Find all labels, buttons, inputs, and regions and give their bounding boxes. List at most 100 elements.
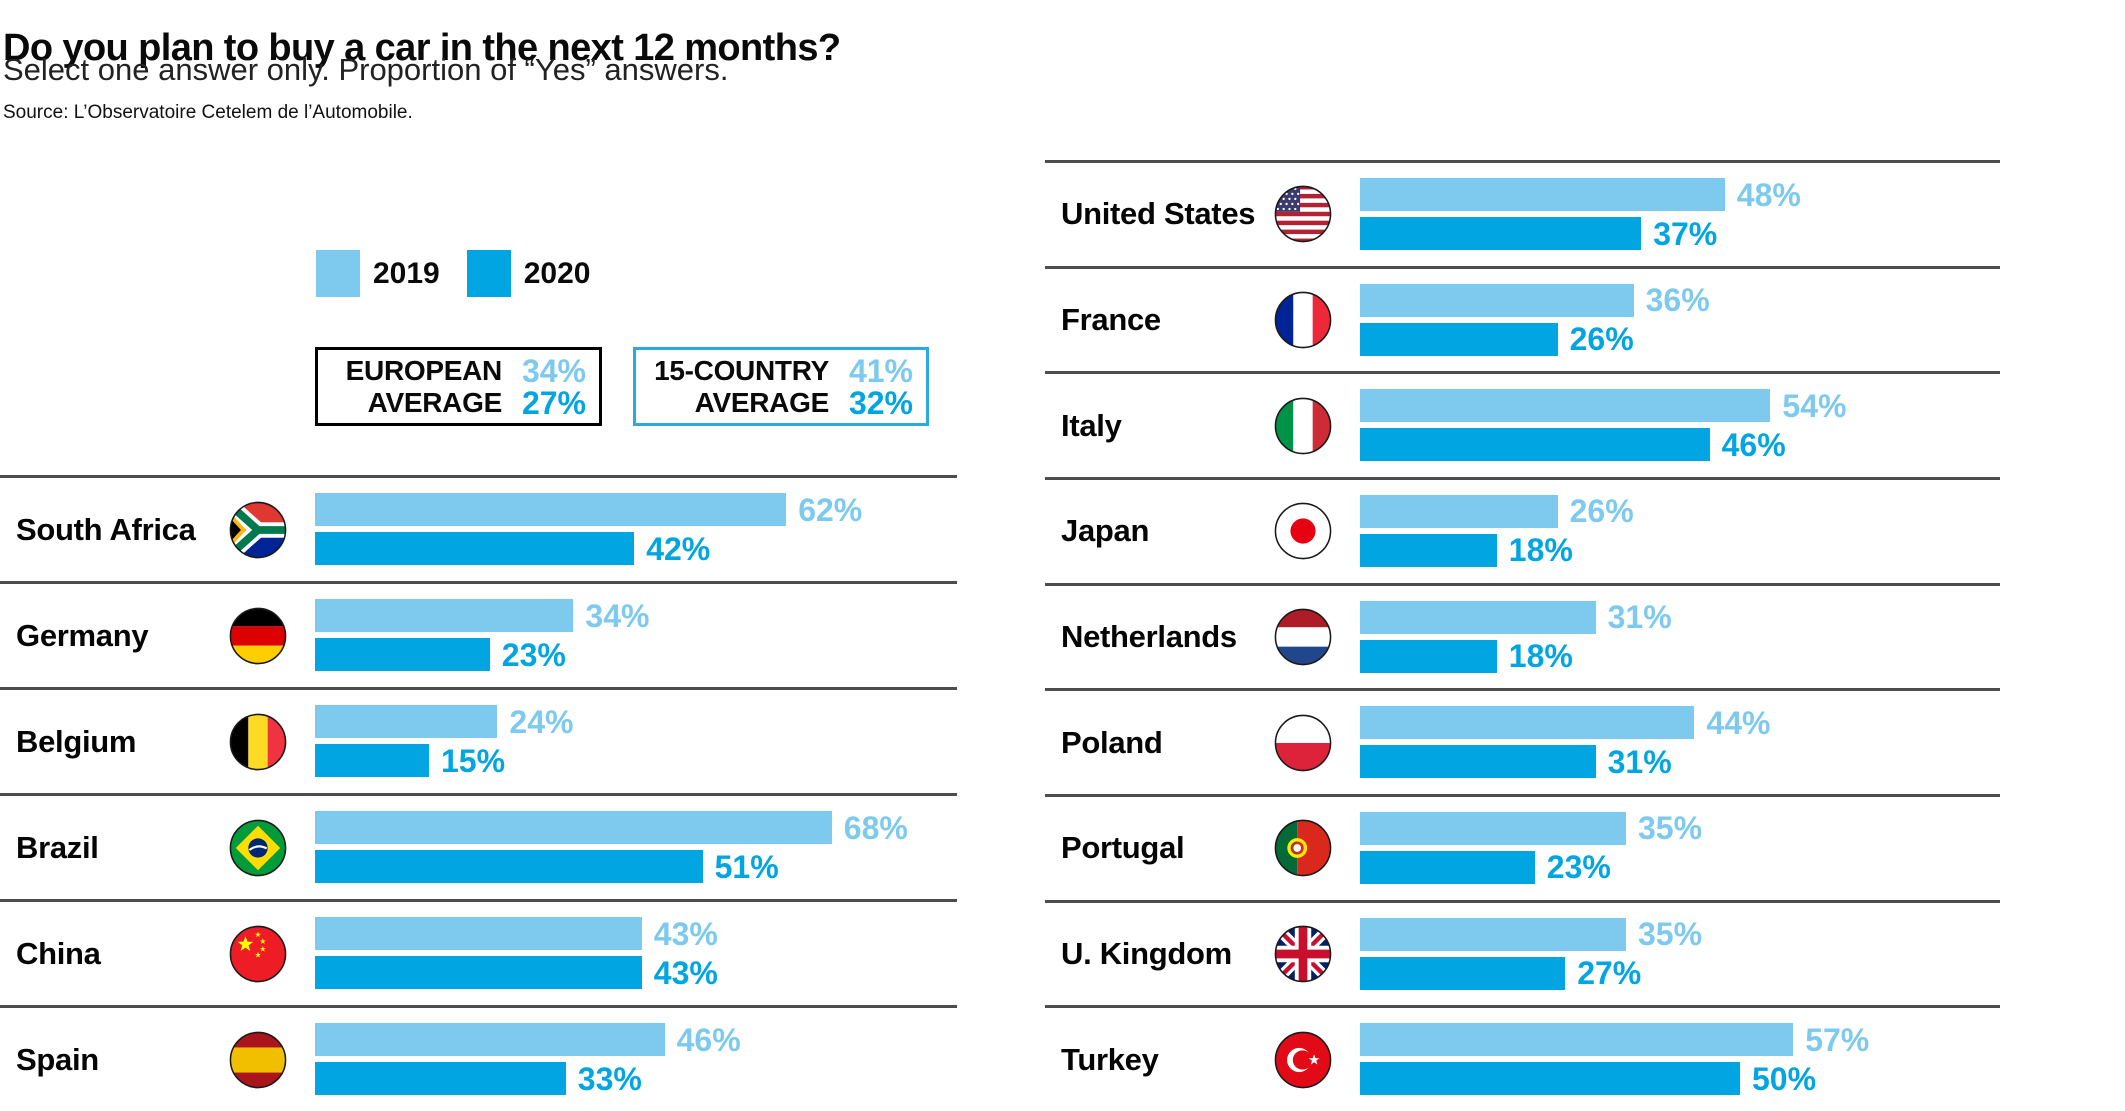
bar-value-2019: 35% (1638, 916, 1703, 953)
bar-group-2020: 18% (1360, 639, 1573, 673)
bar-2019 (1360, 178, 1725, 211)
country-label: United States (1061, 196, 1256, 232)
bar-2020 (315, 744, 429, 777)
european-average-label: EUROPEAN AVERAGE (345, 354, 503, 419)
flag-gb-svg (1274, 925, 1332, 983)
country-label: U. Kingdom (1061, 935, 1232, 971)
bar-value-2019: 46% (676, 1021, 741, 1058)
15-country-average-values: 41% 32% (849, 355, 913, 419)
legend-swatch-2019 (316, 250, 360, 297)
bar-2020 (1360, 322, 1558, 356)
country-row-belgium: Belgium 24% 15% (0, 687, 957, 793)
bar-value-2020: 27% (1577, 955, 1642, 992)
country-label: Germany (16, 617, 149, 653)
country-row-poland: Poland 44% 31% (1045, 688, 2000, 794)
bar-group-2019: 34% (315, 599, 649, 632)
bar-value-2020: 23% (501, 636, 566, 673)
bar-group-2019: 44% (1360, 704, 1771, 741)
bar-group-2019: 68% (315, 811, 908, 844)
bar-2020 (1360, 428, 1710, 462)
bar-2019 (1360, 283, 1634, 317)
bar-2019 (315, 705, 498, 738)
flag-za-icon (229, 501, 287, 559)
bar-2019 (1360, 494, 1558, 528)
bar-value-2019: 34% (585, 597, 650, 634)
bar-group-2020: 42% (315, 532, 710, 565)
bar-2019 (1360, 811, 1626, 845)
bar-group-2020: 33% (315, 1062, 642, 1095)
country-row-japan: Japan 26% 18% (1045, 476, 2000, 583)
country-label: Netherlands (1061, 618, 1237, 654)
flag-nl-icon (1274, 608, 1332, 666)
flag-br-icon (229, 819, 287, 877)
bar-2019 (315, 917, 642, 950)
flag-nl-svg (1274, 608, 1332, 666)
flag-es-icon (229, 1031, 287, 1089)
bar-group-2020: 51% (315, 850, 779, 883)
flag-pt-svg (1274, 819, 1332, 877)
country-row-china: China 43% 43% (0, 899, 957, 1005)
bar-group-2019: 31% (1360, 600, 1672, 634)
country-row-turkey: Turkey 57% 50% (1045, 1005, 2000, 1111)
flag-de-icon (229, 607, 287, 665)
bar-2019 (315, 811, 832, 844)
bar-value-2020: 18% (1508, 532, 1573, 569)
bar-2019 (315, 599, 574, 632)
bar-group-2020: 18% (1360, 532, 1573, 569)
country-label: France (1061, 301, 1161, 337)
bar-group-2019: 35% (1360, 811, 1702, 845)
bar-group-2019: 35% (1360, 916, 1703, 953)
flag-cn-svg (229, 925, 287, 982)
right-country-column: United States 48% 37% France 36% 26% Italy 54% 4… (1045, 160, 2000, 1111)
bar-value-2020: 42% (646, 530, 711, 567)
bar-value-2020: 15% (441, 742, 506, 779)
european-average-values: 34% 27% (522, 355, 586, 419)
country-label: Poland (1061, 724, 1163, 760)
country-row-brazil: Brazil 68% 51% (0, 793, 957, 899)
bar-group-2020: 26% (1360, 321, 1634, 358)
bar-value-2020: 51% (714, 848, 779, 885)
bar-group-2019: 46% (315, 1023, 741, 1056)
bar-2019 (1360, 600, 1596, 634)
bar-2020 (315, 1062, 566, 1095)
left-country-column: South Africa 62% 42% Germany 34% 23% Belgium 24… (0, 475, 957, 1111)
country-label: Belgium (16, 723, 137, 759)
15-country-average-label-line2: AVERAGE (694, 386, 830, 418)
bar-2019 (315, 1023, 665, 1056)
country-row-france: France 36% 26% (1045, 265, 2000, 372)
bar-group-2019: 62% (315, 493, 862, 526)
bar-value-2020: 43% (653, 954, 718, 991)
bar-group-2020: 27% (1360, 955, 1642, 992)
bar-value-2019: 44% (1706, 704, 1771, 741)
bar-value-2019: 26% (1569, 493, 1634, 530)
flag-it-icon (1274, 397, 1332, 455)
flag-be-icon (229, 713, 287, 771)
bar-2019 (1360, 706, 1695, 740)
15-country-average-box: 15-COUNTRY AVERAGE 41% 32% (633, 347, 929, 426)
legend-label-2019: 2019 (373, 256, 440, 290)
flag-pl-icon (1274, 714, 1332, 772)
country-label: Italy (1061, 407, 1122, 443)
country-row-germany: Germany 34% 23% (0, 581, 957, 687)
country-label: South Africa (16, 511, 196, 547)
bar-value-2020: 46% (1721, 426, 1786, 463)
bar-value-2019: 43% (653, 915, 718, 952)
bar-value-2019: 62% (798, 491, 863, 528)
flag-us-icon (1274, 185, 1332, 243)
bar-value-2019: 68% (843, 809, 908, 846)
bar-value-2020: 26% (1569, 321, 1634, 358)
bar-group-2020: 37% (1360, 217, 1717, 250)
15-country-average-2020-value: 32% (848, 384, 913, 421)
bar-value-2020: 31% (1607, 743, 1672, 780)
bar-value-2020: 23% (1546, 849, 1611, 886)
country-label: China (16, 935, 101, 971)
european-average-2020-value: 27% (521, 384, 586, 421)
european-average-label-line2: AVERAGE (367, 386, 503, 418)
bar-group-2020: 23% (315, 638, 566, 671)
flag-pt-icon (1274, 819, 1332, 877)
chart-subtitle: Select one answer only. Proportion of “Y… (3, 52, 729, 87)
bar-2020 (1360, 956, 1566, 990)
chart-source: Source: L’Observatoire Cetelem de l’Auto… (3, 102, 413, 123)
bar-group-2020: 50% (1360, 1062, 1816, 1096)
european-average-label-line1: EUROPEAN (345, 354, 503, 386)
